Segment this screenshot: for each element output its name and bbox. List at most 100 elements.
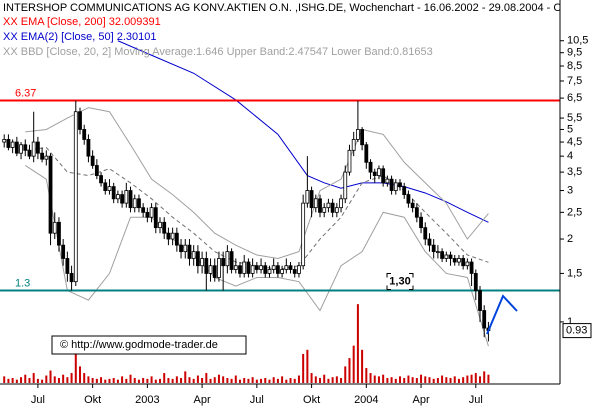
candle-body <box>6 139 11 148</box>
volume-bar <box>331 377 334 383</box>
y-tick-label: 3 <box>567 184 573 196</box>
volume-bar <box>314 376 317 383</box>
volume-bar <box>470 374 473 383</box>
candle-body <box>419 216 423 229</box>
candle-body <box>137 198 141 209</box>
volume-bar <box>230 378 233 383</box>
volume-bar <box>62 374 65 383</box>
candle-body <box>162 221 167 234</box>
ema-line <box>117 40 489 223</box>
last-price-box <box>562 323 592 339</box>
candle-body <box>393 182 398 191</box>
candle-body <box>322 207 327 213</box>
candle-body <box>35 141 40 154</box>
candle-body <box>200 258 205 267</box>
volume-bar <box>352 345 355 383</box>
candle-body <box>423 227 428 240</box>
volume-bar <box>377 376 380 383</box>
candle-body <box>174 232 179 246</box>
candle-body <box>259 265 263 270</box>
x-tick-label: Okt <box>84 394 101 406</box>
volume-bar <box>382 374 385 383</box>
candle-body <box>465 261 470 267</box>
volume-bar <box>361 349 364 383</box>
candle-body <box>44 155 49 160</box>
volume-bar <box>255 379 258 383</box>
volume-bar <box>323 374 326 383</box>
y-tick-label: 1 <box>567 316 573 328</box>
candle-body <box>398 182 402 188</box>
candle-body <box>69 273 74 283</box>
volume-bar <box>268 379 271 383</box>
volume-bar <box>239 379 241 383</box>
volume-bar <box>319 378 321 383</box>
candle-body <box>183 244 188 253</box>
volume-bar <box>428 377 431 383</box>
candle-body <box>145 211 150 218</box>
volume-bar <box>142 378 145 383</box>
candle-body <box>73 111 78 283</box>
volume-bar <box>28 378 31 383</box>
volume-bar <box>449 378 452 383</box>
candle-body <box>444 254 449 259</box>
candle-body <box>187 244 192 259</box>
volume-bar <box>306 349 309 383</box>
volume-bar <box>420 374 423 383</box>
candle-body <box>2 139 7 143</box>
volume-bar <box>3 376 6 383</box>
volume-bar <box>415 378 418 383</box>
volume-bar <box>348 358 351 383</box>
volume-bar <box>171 378 174 383</box>
volume-bar <box>276 378 279 383</box>
volume-bar <box>125 378 128 383</box>
volume-bar <box>247 378 250 383</box>
y-tick-label: 3,5 <box>567 166 582 178</box>
volume-bar <box>356 304 359 383</box>
volume-bar <box>369 373 372 383</box>
forecast-arrow <box>486 294 518 335</box>
volume-bar <box>340 378 343 383</box>
volume-bar <box>403 378 406 383</box>
volume-bar <box>365 368 368 383</box>
candle-body <box>457 258 461 263</box>
candle-body <box>250 265 255 274</box>
candle-body <box>141 207 146 213</box>
volume-bar <box>394 378 397 383</box>
volume-bar <box>487 374 490 383</box>
y-tick-label: 10,5 <box>567 35 588 47</box>
candle-body <box>229 251 234 270</box>
candle-body <box>208 265 213 274</box>
candle-body <box>309 190 314 209</box>
legend-entry: XX BBD [Close, 20, 2] Moving Average:1.6… <box>3 46 433 58</box>
candle-body <box>31 141 36 157</box>
x-tick-label: Jul <box>469 394 483 406</box>
volume-bar <box>466 375 469 383</box>
volume-bar <box>457 378 460 383</box>
candle-body <box>94 165 99 176</box>
candle-body <box>473 273 478 291</box>
candle-body <box>57 221 61 246</box>
candle-body <box>120 194 125 204</box>
candle-body <box>275 265 280 274</box>
y-tick-label: 6,5 <box>567 92 582 104</box>
candle-body <box>478 290 482 311</box>
volume-bar <box>479 376 481 383</box>
candle-body <box>27 149 32 157</box>
volume-bar <box>205 373 208 383</box>
volume-bar <box>281 376 284 383</box>
volume-bar <box>310 373 313 383</box>
volume-bar <box>285 379 288 383</box>
volume-bar <box>226 378 229 383</box>
candle-body <box>115 194 120 200</box>
volume-bar <box>133 378 136 383</box>
candle-body <box>103 182 108 191</box>
candle-body <box>330 202 335 213</box>
candle-body <box>440 251 445 259</box>
volume-bar <box>213 377 216 383</box>
volume-bar <box>302 353 305 383</box>
volume-bar <box>264 378 267 383</box>
candle-body <box>410 202 415 209</box>
annotation-label: 1,30 <box>389 275 410 287</box>
